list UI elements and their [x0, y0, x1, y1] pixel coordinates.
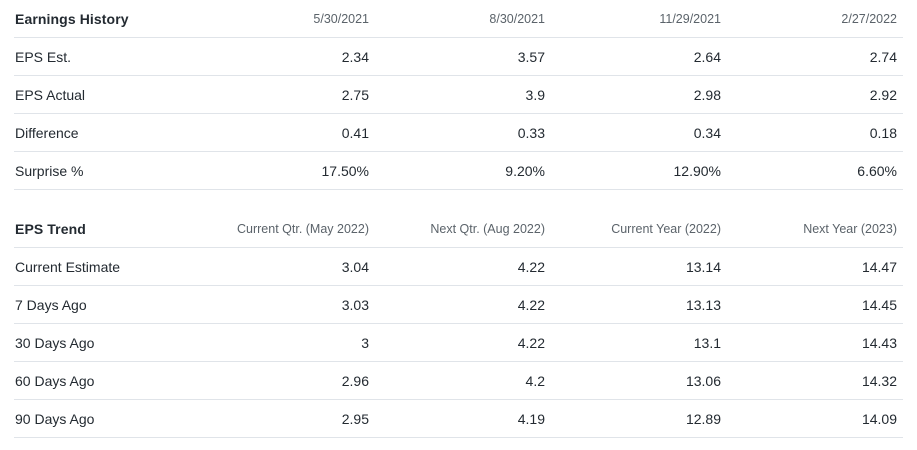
cell-value: 2.92	[869, 86, 897, 103]
row-label: EPS Est.	[15, 48, 72, 65]
column-header: 11/29/2021	[659, 11, 721, 26]
column-header: 5/30/2021	[313, 11, 369, 26]
cell-value: 2.34	[341, 48, 369, 65]
cell-value: 0.18	[869, 124, 897, 141]
cell-value: 2.95	[341, 410, 369, 427]
cell-value: 12.89	[685, 410, 721, 427]
cell-value: 0.41	[341, 124, 369, 141]
row-label: 90 Days Ago	[15, 410, 95, 427]
cell-value: 3	[361, 334, 369, 351]
cell-value: 4.22	[517, 334, 545, 351]
cell-value: 9.20%	[505, 162, 545, 179]
row-label: EPS Actual	[15, 86, 86, 103]
cell-value: 2.64	[693, 48, 721, 65]
cell-value: 3.03	[341, 296, 369, 313]
table-row: 7 Days Ago 3.03 4.22 13.13 14.45	[14, 286, 903, 324]
cell-value: 4.22	[517, 296, 545, 313]
column-header: 8/30/2021	[489, 11, 545, 26]
cell-value: 13.06	[685, 372, 721, 389]
cell-value: 0.34	[693, 124, 721, 141]
cell-value: 13.1	[693, 334, 721, 351]
cell-value: 2.75	[341, 86, 369, 103]
table-row: 90 Days Ago 2.95 4.19 12.89 14.09	[14, 400, 903, 438]
cell-value: 2.74	[869, 48, 897, 65]
table-row: 30 Days Ago 3 4.22 13.1 14.43	[14, 324, 903, 362]
table-row: EPS Est. 2.34 3.57 2.64 2.74	[14, 38, 903, 76]
table-header-row: Earnings History 5/30/2021 8/30/2021 11/29/…	[14, 0, 903, 38]
earnings-history-table: Earnings History 5/30/2021 8/30/2021 11/29/…	[14, 0, 903, 190]
table-row: Current Estimate 3.04 4.22 13.14 14.47	[14, 248, 903, 286]
column-header: Next Year (2023)	[803, 221, 897, 236]
table-header-row: EPS Trend Current Qtr. (May 2022) Next Qtr…	[14, 210, 903, 248]
cell-value: 4.2	[525, 372, 545, 389]
column-header: Current Year (2022)	[611, 221, 721, 236]
cell-value: 2.98	[693, 86, 721, 103]
cell-value: 0.33	[517, 124, 545, 141]
row-label: 60 Days Ago	[15, 372, 95, 389]
cell-value: 12.90%	[673, 162, 721, 179]
table-row: EPS Actual 2.75 3.9 2.98 2.92	[14, 76, 903, 114]
cell-value: 14.43	[861, 334, 897, 351]
row-label: Surprise %	[15, 162, 84, 179]
eps-trend-table: EPS Trend Current Qtr. (May 2022) Next Qtr…	[14, 210, 903, 438]
cell-value: 4.19	[517, 410, 545, 427]
table-row: Surprise % 17.50% 9.20% 12.90% 6.60%	[14, 152, 903, 190]
cell-value: 17.50%	[321, 162, 369, 179]
row-label: Difference	[15, 124, 79, 141]
cell-value: 4.22	[517, 258, 545, 275]
cell-value: 6.60%	[857, 162, 897, 179]
cell-value: 3.9	[525, 86, 545, 103]
cell-value: 3.57	[517, 48, 545, 65]
cell-value: 14.45	[861, 296, 897, 313]
table-row: Difference 0.41 0.33 0.34 0.18	[14, 114, 903, 152]
cell-value: 13.14	[685, 258, 721, 275]
cell-value: 14.09	[861, 410, 897, 427]
row-label: 30 Days Ago	[15, 334, 95, 351]
table-title: EPS Trend	[15, 220, 86, 237]
row-label: Current Estimate	[15, 258, 121, 275]
table-row: 60 Days Ago 2.96 4.2 13.06 14.32	[14, 362, 903, 400]
cell-value: 14.32	[861, 372, 897, 389]
cell-value: 14.47	[861, 258, 897, 275]
column-header: 2/27/2022	[841, 11, 897, 26]
column-header: Current Qtr. (May 2022)	[237, 221, 369, 236]
financial-analysis-page: Earnings History 5/30/2021 8/30/2021 11/29/…	[14, 0, 903, 438]
cell-value: 13.13	[685, 296, 721, 313]
column-header: Next Qtr. (Aug 2022)	[430, 221, 545, 236]
cell-value: 2.96	[341, 372, 369, 389]
cell-value: 3.04	[341, 258, 369, 275]
table-title: Earnings History	[15, 10, 129, 27]
row-label: 7 Days Ago	[15, 296, 87, 313]
